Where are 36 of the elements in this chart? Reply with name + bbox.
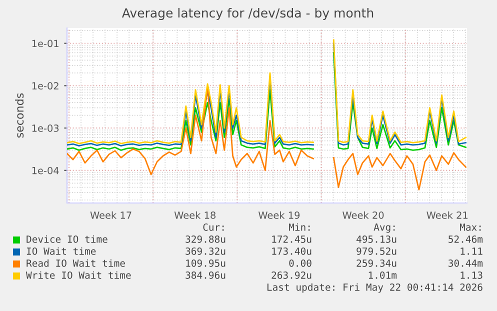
- text: 172.45u: [272, 235, 312, 243]
- text: Last update: Fri May 22 00:41:14 2026: [267, 283, 482, 293]
- text: 52.46m: [448, 235, 483, 243]
- text: Cur:: [203, 223, 224, 231]
- text: 30.44m: [448, 259, 483, 267]
- text: 263.92u: [272, 271, 312, 279]
- legend-label: Read IO Wait time: [26, 259, 125, 267]
- text: Min:: [288, 223, 310, 231]
- chart-title: Average latency for /dev/sda - by month: [122, 8, 374, 20]
- text: 495.13u: [356, 235, 396, 243]
- text: 109.95u: [186, 259, 226, 267]
- y-axis-title: seconds: [15, 93, 24, 138]
- y-tick-label: 1e-02: [32, 82, 58, 90]
- text: 259.34u: [356, 259, 396, 267]
- text: 0.00: [289, 259, 312, 267]
- text: 1.11: [460, 248, 482, 255]
- x-tick-label: Week 20: [342, 211, 384, 219]
- text: Avg:: [374, 224, 395, 233]
- text: Max:: [460, 224, 481, 231]
- text: 329.88u: [186, 235, 226, 243]
- y-tick-label: 1e-03: [32, 124, 59, 132]
- text: 979.52u: [356, 247, 396, 255]
- legend-label: Device IO time: [26, 235, 108, 243]
- x-tick-label: Week 19: [258, 211, 300, 219]
- text: 384.96u: [186, 271, 226, 279]
- y-tick-label: 1e-01: [32, 40, 58, 48]
- text: 1.13: [460, 271, 482, 279]
- y-tick-label: 1e-04: [32, 166, 59, 174]
- legend-label: IO Wait time: [26, 247, 96, 255]
- text: 369.32u: [186, 247, 226, 255]
- x-tick-label: Week 18: [174, 211, 216, 219]
- text: 173.40u: [272, 247, 312, 255]
- legend-label: Write IO Wait time: [26, 271, 131, 279]
- x-tick-label: Week 21: [426, 211, 468, 219]
- text: 1.01m: [368, 271, 397, 279]
- x-tick-label: Week 17: [90, 211, 132, 219]
